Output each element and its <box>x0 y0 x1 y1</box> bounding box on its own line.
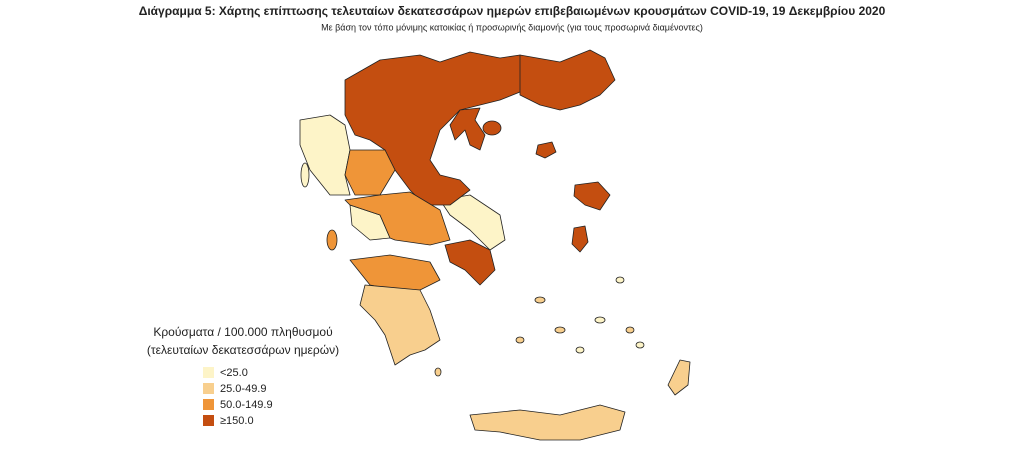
legend-label: 50.0-149.9 <box>220 399 273 411</box>
region <box>444 239 496 286</box>
legend-title: (τελευταίων δεκατεσσάρων ημερών) <box>147 343 339 357</box>
region <box>439 194 506 251</box>
legend-title: Κρούσματα / 100.000 πληθυσμού <box>153 325 332 339</box>
legend-swatch <box>203 383 214 394</box>
legend-label: 25.0-49.9 <box>220 383 266 395</box>
region <box>344 149 396 196</box>
legend-label: <25.0 <box>220 367 248 379</box>
region <box>434 367 442 377</box>
legend-label: ≥150.0 <box>220 415 254 427</box>
region <box>515 336 525 344</box>
legend: <25.0 25.0-49.9 50.0-149.9 ≥150.0 <box>203 367 273 427</box>
map-subtitle: Με βάση τον τόπο μόνιμης κατοικίας ή προ… <box>321 22 703 32</box>
region <box>449 107 486 151</box>
legend-swatch <box>203 399 214 410</box>
region <box>615 276 625 284</box>
region <box>344 191 451 246</box>
legend-swatch <box>203 367 214 378</box>
region <box>300 162 310 188</box>
region <box>482 120 502 136</box>
region <box>554 326 566 334</box>
region <box>349 254 441 291</box>
region <box>594 316 606 324</box>
region <box>573 181 611 211</box>
region <box>359 284 441 366</box>
region <box>667 359 691 396</box>
region <box>534 296 546 304</box>
region <box>299 114 351 196</box>
region <box>571 225 589 253</box>
legend-swatch <box>203 415 214 426</box>
region <box>635 341 645 349</box>
region <box>625 326 635 334</box>
region <box>535 141 557 159</box>
region <box>519 49 616 111</box>
map <box>299 49 691 441</box>
region <box>575 346 585 354</box>
region <box>326 229 338 251</box>
region <box>469 404 626 441</box>
map-title: Διάγραμμα 5: Χάρτης επίπτωσης τελευταίων… <box>139 4 886 18</box>
